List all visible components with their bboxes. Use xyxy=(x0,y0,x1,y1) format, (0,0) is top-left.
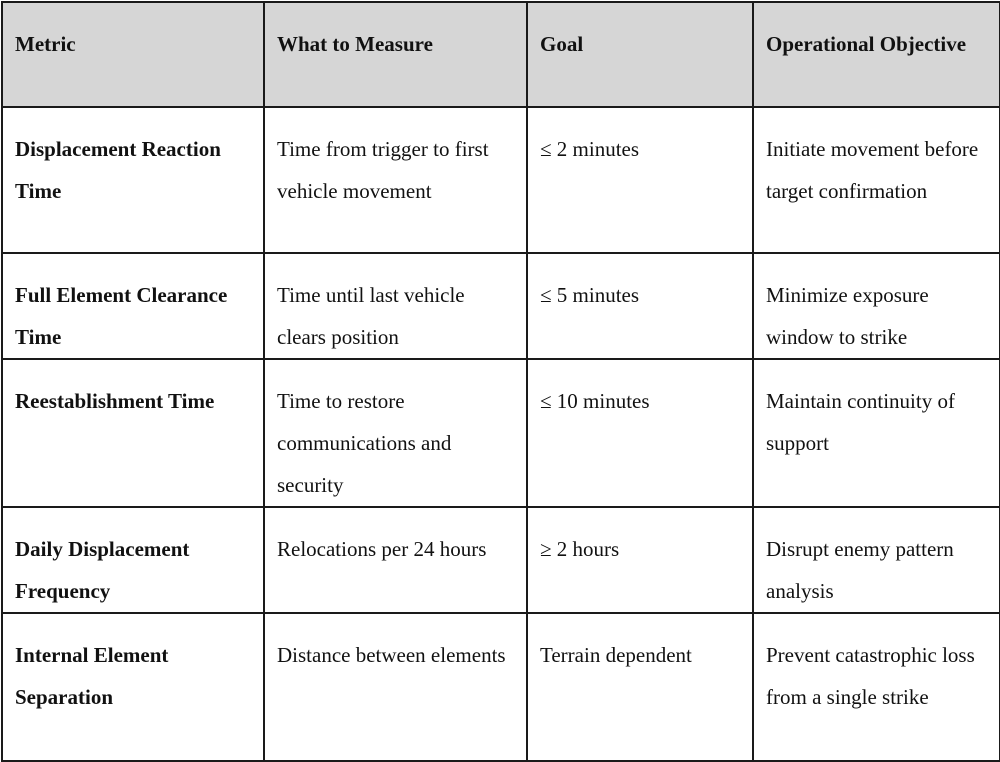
header-operational-objective: Operational Objective xyxy=(752,1,1000,108)
header-what-to-measure: What to Measure xyxy=(263,1,528,108)
header-goal: Goal xyxy=(526,1,754,108)
measure-cell: Relocations per 24 hours xyxy=(263,506,528,614)
objective-cell: Minimize exposure window to strike xyxy=(752,252,1000,360)
objective-cell: Disrupt enemy pattern analysis xyxy=(752,506,1000,614)
goal-cell: ≤ 2 minutes xyxy=(526,106,754,254)
metric-cell: Full Element Clearance Time xyxy=(1,252,265,360)
measure-cell: Time until last vehicle clears position xyxy=(263,252,528,360)
goal-cell: ≥ 2 hours xyxy=(526,506,754,614)
goal-cell: Terrain dependent xyxy=(526,612,754,762)
table-row: Internal Element Separation Distance bet… xyxy=(1,612,1000,762)
header-row: Metric What to Measure Goal Operational … xyxy=(1,1,1000,108)
metric-cell: Reestablishment Time xyxy=(1,358,265,508)
measure-cell: Distance between elements xyxy=(263,612,528,762)
objective-cell: Initiate movement before target confirma… xyxy=(752,106,1000,254)
table-row: Reestablishment Time Time to restore com… xyxy=(1,358,1000,508)
goal-cell: ≤ 10 minutes xyxy=(526,358,754,508)
table-row: Displacement Reaction Time Time from tri… xyxy=(1,106,1000,254)
objective-cell: Maintain continuity of support xyxy=(752,358,1000,508)
metric-cell: Daily Displacement Frequency xyxy=(1,506,265,614)
metric-cell: Internal Element Separation xyxy=(1,612,265,762)
table-row: Daily Displacement Frequency Relocations… xyxy=(1,506,1000,614)
objective-cell: Prevent catastrophic loss from a single … xyxy=(752,612,1000,762)
table-header: Metric What to Measure Goal Operational … xyxy=(1,1,1000,108)
measure-cell: Time from trigger to first vehicle movem… xyxy=(263,106,528,254)
table-row: Full Element Clearance Time Time until l… xyxy=(1,252,1000,360)
goal-cell: ≤ 5 minutes xyxy=(526,252,754,360)
measure-cell: Time to restore communications and secur… xyxy=(263,358,528,508)
table-body: Displacement Reaction Time Time from tri… xyxy=(1,106,1000,762)
header-metric: Metric xyxy=(1,1,265,108)
metric-cell: Displacement Reaction Time xyxy=(1,106,265,254)
